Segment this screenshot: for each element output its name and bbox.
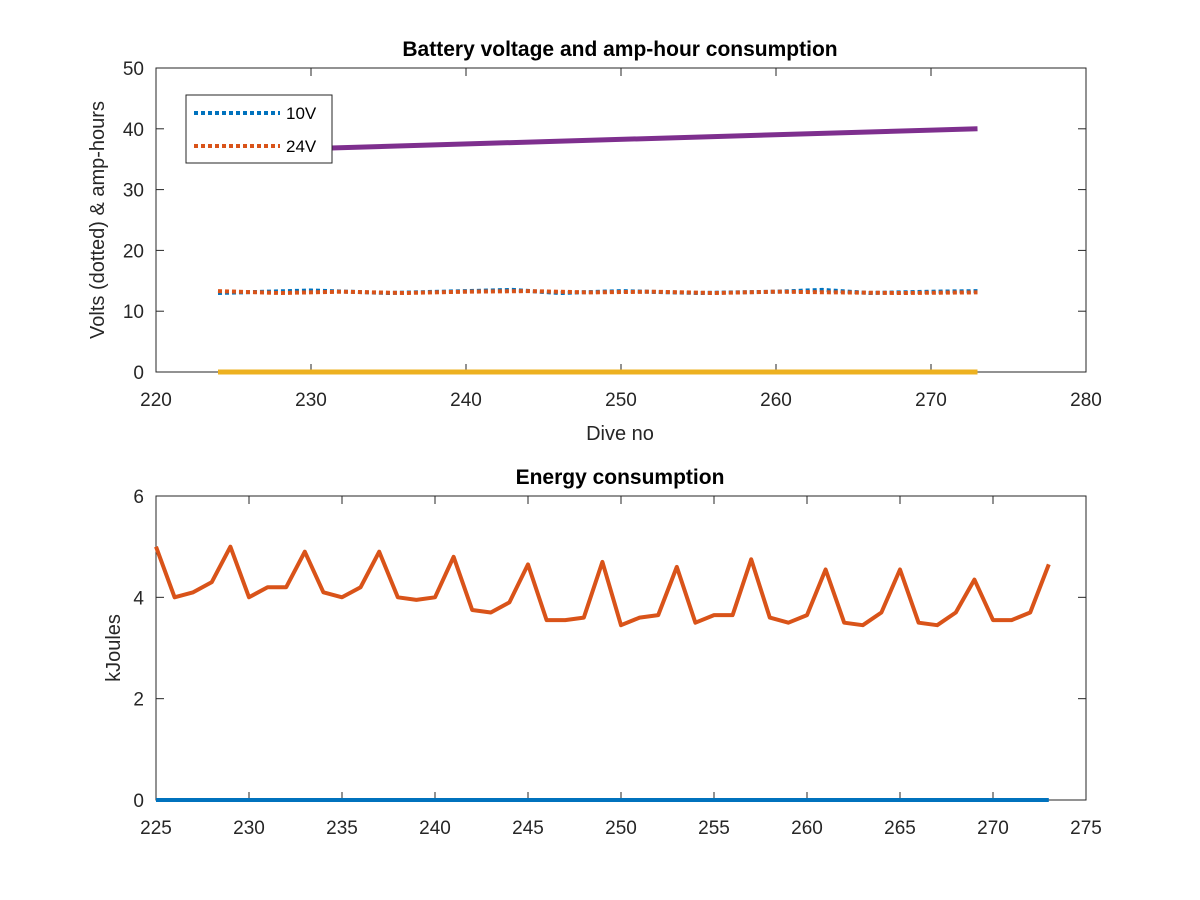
plot2-xtick-label: 230 xyxy=(233,818,265,839)
plot1-ytick-label: 0 xyxy=(133,363,144,384)
plot2-ytick-label: 4 xyxy=(133,588,144,609)
plot1-xtick-label: 250 xyxy=(605,390,637,411)
plot1-xtick-label: 230 xyxy=(295,390,327,411)
legend-label-10v: 10V xyxy=(286,104,317,123)
plot2-ytick-label: 2 xyxy=(133,690,144,711)
plot1-title: Battery voltage and amp-hour consumption xyxy=(402,38,837,61)
plot1-xtick-label: 240 xyxy=(450,390,482,411)
plot1-ytick-label: 30 xyxy=(123,181,144,202)
plot2-xtick-label: 250 xyxy=(605,818,637,839)
plot1-ylabel: Volts (dotted) & amp-hours xyxy=(87,101,109,339)
plot2-ytick-label: 6 xyxy=(133,487,144,508)
plot2-title: Energy consumption xyxy=(516,466,725,489)
plot2-xtick-label: 225 xyxy=(140,818,172,839)
plot1-ticks: 220 230 240 250 260 270 280 0 10 20 30 40 50 xyxy=(123,59,1102,411)
plot2-xtick-label: 240 xyxy=(419,818,451,839)
plot1-ytick-label: 50 xyxy=(123,59,144,80)
plot2-xtick-label: 275 xyxy=(1070,818,1102,839)
plot1-ytick-label: 20 xyxy=(123,241,144,262)
plot1-series-line-1 xyxy=(217,289,978,295)
plot2-axes-box xyxy=(155,495,1087,801)
plot1-xtick-label: 220 xyxy=(140,390,172,411)
plot1-ytick-label: 40 xyxy=(123,120,144,141)
plot2-xtick-label: 260 xyxy=(791,818,823,839)
plot2-xtick-label: 235 xyxy=(326,818,358,839)
plot2-series xyxy=(154,544,1051,802)
plot2-xtick-label: 270 xyxy=(977,818,1009,839)
plot2-ylabel: kJoules xyxy=(103,614,125,682)
plot1-xtick-label: 280 xyxy=(1070,390,1102,411)
plot1-series-line-2 xyxy=(217,126,978,154)
plot2-series-line-0 xyxy=(154,544,1051,628)
battery-plot: Battery voltage and amp-hour consumption… xyxy=(87,38,1102,445)
plot1-xtick-label: 260 xyxy=(760,390,792,411)
plot2-xtick-label: 255 xyxy=(698,818,730,839)
plot1-ytick-label: 10 xyxy=(123,302,144,323)
plot2-xtick-label: 245 xyxy=(512,818,544,839)
energy-plot: Energy consumption 225 230 235 240 245 250 255… xyxy=(103,466,1102,839)
plot1-series xyxy=(217,126,978,375)
legend-box xyxy=(185,94,333,164)
plot2-ytick-label: 0 xyxy=(133,791,144,812)
legend-label-24v: 24V xyxy=(286,137,317,156)
plot1-xtick-label: 270 xyxy=(915,390,947,411)
plot2-ticks: 225 230 235 240 245 250 255 260 265 270 275 0 2 4 6 xyxy=(133,487,1101,839)
plot1-xlabel: Dive no xyxy=(586,423,654,445)
plot1-legend: 10V 24V xyxy=(185,94,333,164)
plot2-xtick-label: 265 xyxy=(884,818,916,839)
